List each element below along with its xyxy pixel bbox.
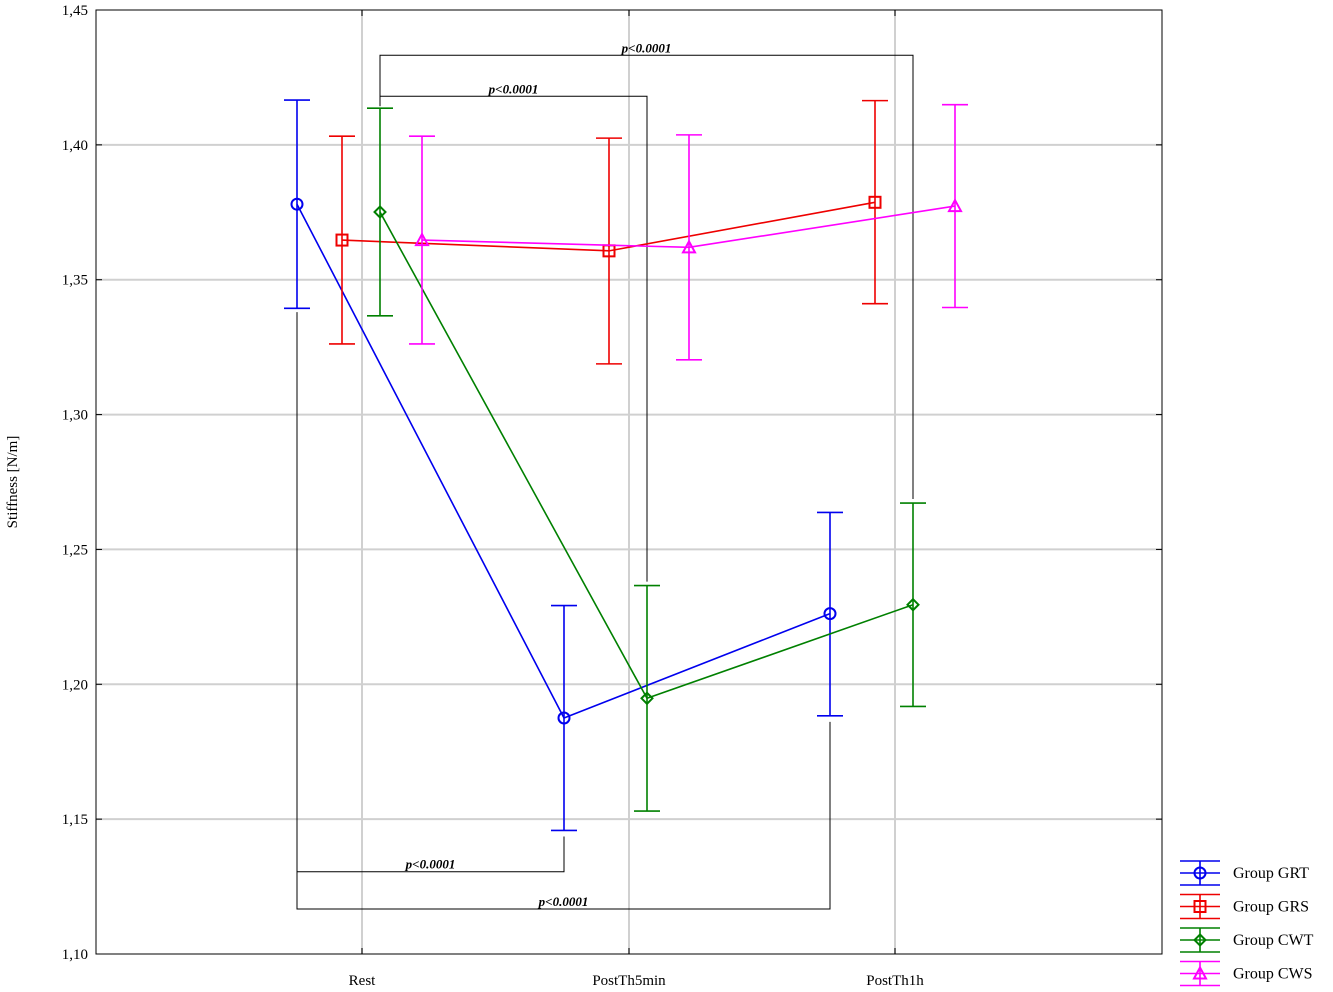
annotation-layer: p<0.0001 p<0.0001 p<0.0001 p<0.0001 [296, 40, 914, 910]
legend-label: Group CWS [1233, 966, 1313, 983]
significance-label: p<0.0001 [405, 857, 456, 872]
circle-marker [1193, 866, 1207, 880]
circle-marker [557, 711, 571, 725]
square-marker [335, 233, 349, 247]
axis-layer: 1,10 1,15 1,20 1,25 1,30 1,35 1,40 1,45 Rest Post… [62, 3, 1163, 989]
circle-marker [823, 607, 837, 621]
series-group-cws [409, 103, 968, 361]
significance-bracket [379, 54, 914, 500]
legend-item: Group GRS [1180, 893, 1309, 920]
legend-item: Group CWS [1180, 960, 1313, 987]
circle-marker [290, 197, 304, 211]
series-group-grt [284, 99, 843, 832]
legend-label: Group GRS [1233, 899, 1309, 916]
legend-label: Group CWT [1233, 932, 1314, 949]
y-tick-label: 1,35 [62, 273, 88, 289]
significance-bracket [296, 312, 831, 910]
series-layer [284, 99, 968, 832]
significance-label: p<0.0001 [621, 40, 672, 55]
x-tick-label: PostTh5min [592, 973, 666, 989]
triangle-marker [947, 197, 963, 213]
diamond-marker [640, 691, 654, 706]
diamond-marker [906, 597, 920, 612]
y-tick-label: 1,10 [62, 947, 88, 963]
diamond-marker [373, 205, 387, 219]
legend-item: Group GRT [1180, 860, 1309, 886]
significance-label: p<0.0001 [538, 894, 589, 909]
square-marker [1193, 900, 1207, 913]
y-tick-label: 1,20 [62, 677, 88, 693]
diamond-marker [1193, 933, 1207, 947]
triangle-marker [681, 239, 697, 254]
triangle-marker [1192, 965, 1208, 980]
square-marker [868, 195, 882, 209]
series-group-cwt [367, 107, 926, 812]
y-axis-title: Stiffness [N/m] [5, 436, 21, 529]
y-tick-label: 1,15 [62, 812, 88, 828]
triangle-marker [414, 231, 430, 247]
legend-item: Group CWT [1180, 927, 1314, 953]
significance-bracket [379, 95, 648, 582]
legend: Group GRT Group GRS Group CWT Group CWS [1180, 860, 1314, 987]
y-tick-label: 1,30 [62, 408, 88, 424]
x-tick-label: PostTh1h [866, 973, 924, 989]
y-tick-label: 1,40 [62, 138, 88, 154]
y-tick-label: 1,25 [62, 542, 88, 558]
significance-label: p<0.0001 [488, 81, 539, 96]
x-tick-label: Rest [349, 973, 377, 989]
grid-layer [96, 10, 1162, 954]
legend-label: Group GRT [1233, 865, 1309, 882]
y-tick-label: 1,45 [62, 3, 88, 19]
